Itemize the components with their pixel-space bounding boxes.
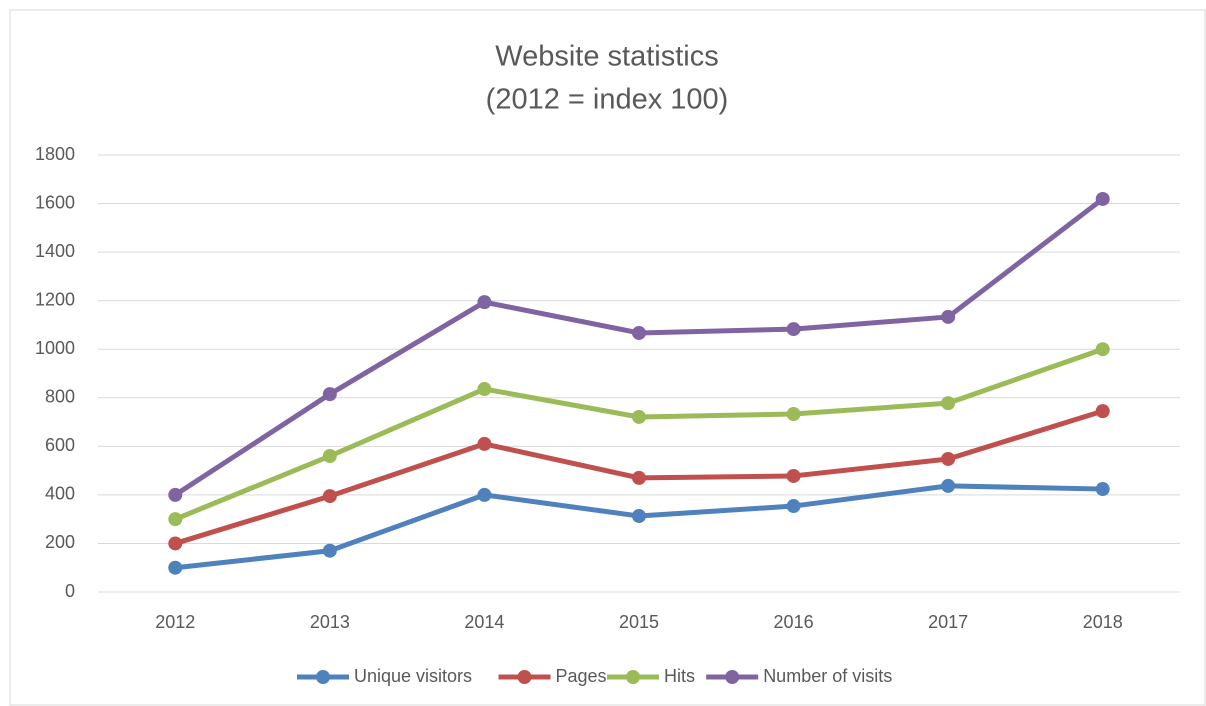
- point: [477, 382, 492, 397]
- point: [786, 468, 801, 483]
- y-tick-label: 1800: [35, 144, 75, 164]
- y-tick-label: 1600: [35, 192, 75, 212]
- point: [786, 407, 801, 422]
- point: [168, 536, 183, 551]
- point: [941, 396, 956, 411]
- legend-marker: [626, 670, 640, 684]
- point: [632, 325, 646, 340]
- legend-label: Number of visits: [763, 666, 892, 686]
- x-tick-label: 2014: [464, 612, 504, 632]
- y-tick-label: 800: [45, 387, 75, 407]
- legend-marker: [517, 670, 532, 684]
- point: [168, 512, 183, 527]
- point: [477, 436, 492, 451]
- legend-label: Pages: [556, 666, 607, 686]
- x-tick-label: 2012: [155, 612, 195, 632]
- point: [1095, 342, 1110, 357]
- point: [322, 489, 337, 504]
- y-tick-label: 1400: [35, 241, 75, 261]
- point: [477, 295, 492, 310]
- y-tick-label: 200: [45, 532, 75, 552]
- point: [632, 409, 646, 424]
- legend-marker: [725, 670, 740, 684]
- point: [1095, 482, 1110, 497]
- y-tick-label: 1200: [35, 289, 75, 309]
- y-tick-label: 0: [65, 581, 75, 601]
- y-tick-label: 600: [45, 435, 75, 455]
- point: [322, 449, 337, 464]
- point: [1095, 191, 1110, 206]
- chart-title: Website statistics: [495, 41, 718, 73]
- point: [1095, 404, 1110, 419]
- point: [786, 322, 801, 337]
- x-tick-label: 2018: [1083, 612, 1123, 632]
- point: [168, 487, 183, 502]
- point: [941, 309, 956, 324]
- point: [632, 470, 646, 485]
- point: [632, 509, 646, 524]
- point: [941, 478, 956, 493]
- point: [941, 451, 956, 466]
- x-tick-label: 2016: [774, 612, 814, 632]
- x-tick-label: 2017: [928, 612, 968, 632]
- legend-marker: [316, 670, 330, 684]
- legend-label: Hits: [664, 666, 695, 686]
- point: [322, 387, 337, 402]
- chart-subtitle: (2012 = index 100): [486, 84, 729, 116]
- point: [786, 499, 801, 514]
- legend-label: Unique visitors: [354, 666, 472, 686]
- point: [477, 487, 492, 502]
- y-tick-label: 400: [45, 484, 75, 504]
- chart-border: [9, 9, 1206, 706]
- y-tick-label: 1000: [35, 338, 75, 358]
- point: [168, 560, 183, 575]
- x-tick-label: 2013: [310, 612, 350, 632]
- point: [322, 543, 337, 558]
- x-tick-label: 2015: [619, 612, 659, 632]
